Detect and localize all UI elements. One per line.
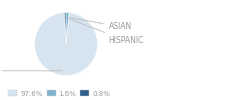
Text: HISPANIC: HISPANIC bbox=[68, 18, 144, 45]
Wedge shape bbox=[66, 12, 69, 44]
Wedge shape bbox=[64, 12, 66, 44]
Text: WHITE: WHITE bbox=[0, 66, 63, 75]
Legend: 97.6%, 1.6%, 0.8%: 97.6%, 1.6%, 0.8% bbox=[8, 90, 110, 96]
Text: ASIAN: ASIAN bbox=[70, 18, 132, 31]
Wedge shape bbox=[35, 12, 97, 76]
